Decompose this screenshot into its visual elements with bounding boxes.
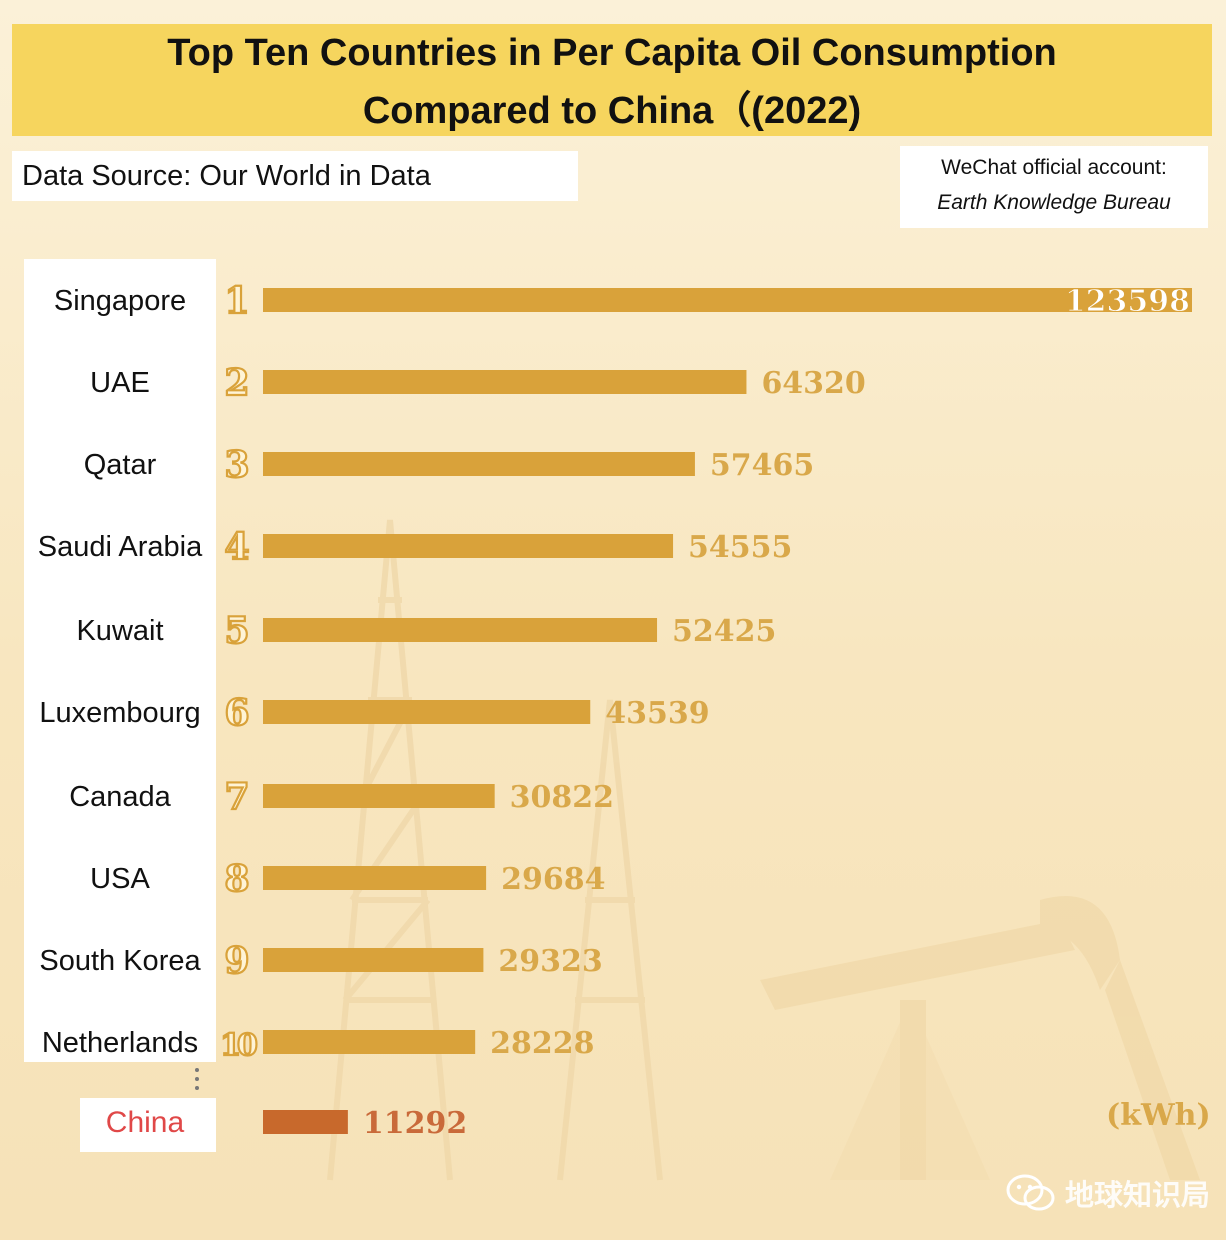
- country-label: UAE: [90, 367, 150, 399]
- rank-badge: 4: [224, 526, 249, 568]
- country-label: Qatar: [84, 449, 157, 481]
- bar-usa: [263, 866, 487, 890]
- value-label: 29684: [501, 862, 605, 897]
- country-label: Singapore: [54, 285, 186, 317]
- unit-label: (kWh): [1106, 1098, 1211, 1133]
- bar-singapore: [263, 288, 1192, 312]
- value-label: 28228: [490, 1026, 594, 1061]
- rank-badge: 10: [220, 1028, 257, 1063]
- country-label: Luxembourg: [39, 697, 200, 729]
- bar-canada: [263, 784, 495, 808]
- bar-saudi-arabia: [263, 534, 674, 558]
- country-label: Canada: [69, 781, 171, 813]
- bar-south-korea: [263, 948, 484, 972]
- country-label-panel: [24, 259, 216, 1062]
- rank-badge: 5: [224, 610, 249, 652]
- country-label: Kuwait: [76, 615, 163, 647]
- watermark: 地球知识局: [1005, 1172, 1210, 1214]
- ellipsis-icon: [192, 1068, 202, 1095]
- wechat-icon: [1006, 1174, 1055, 1211]
- account-label: WeChat official account:: [941, 156, 1167, 179]
- rank-badge: 3: [224, 444, 249, 486]
- bar-kuwait: [263, 618, 658, 642]
- value-label: 43539: [605, 696, 709, 731]
- bar-luxembourg: [263, 700, 591, 724]
- value-label: 64320: [761, 366, 865, 401]
- country-label: China: [106, 1106, 185, 1139]
- watermark-text: 地球知识局: [1065, 1180, 1211, 1212]
- account-name: Earth Knowledge Bureau: [937, 191, 1171, 214]
- country-label: South Korea: [39, 945, 201, 977]
- country-label: Saudi Arabia: [38, 531, 203, 563]
- bar-qatar: [263, 452, 695, 476]
- rank-badge: 6: [224, 692, 249, 734]
- bar-china: [263, 1110, 348, 1134]
- china-label-box: [80, 1098, 216, 1152]
- rank-badge: 2: [224, 362, 249, 404]
- value-label: 123598: [1065, 284, 1190, 319]
- rank-badge: 7: [224, 776, 249, 818]
- bar-netherlands: [263, 1030, 476, 1054]
- value-label: 52425: [672, 614, 776, 649]
- rank-badge: 9: [224, 940, 249, 982]
- data-source-label: Data Source: Our World in Data: [12, 151, 578, 201]
- bar-uae: [263, 370, 747, 394]
- country-label: USA: [90, 863, 150, 895]
- rank-badge: 1: [224, 280, 249, 322]
- title-banner: Top Ten Countries in Per Capita Oil Cons…: [12, 24, 1212, 136]
- account-box: WeChat official account: Earth Knowledge…: [900, 146, 1208, 228]
- value-label: 30822: [510, 780, 614, 815]
- value-label: 54555: [688, 530, 792, 565]
- value-label: 57465: [710, 448, 814, 483]
- value-label: 11292: [363, 1106, 467, 1141]
- value-label: 29323: [498, 944, 602, 979]
- chart-title: Top Ten Countries in Per Capita Oil Cons…: [167, 32, 1057, 74]
- chart-subtitle: Compared to China（(2022): [362, 90, 862, 132]
- rank-badge: 8: [224, 858, 249, 900]
- country-label: Netherlands: [42, 1027, 198, 1059]
